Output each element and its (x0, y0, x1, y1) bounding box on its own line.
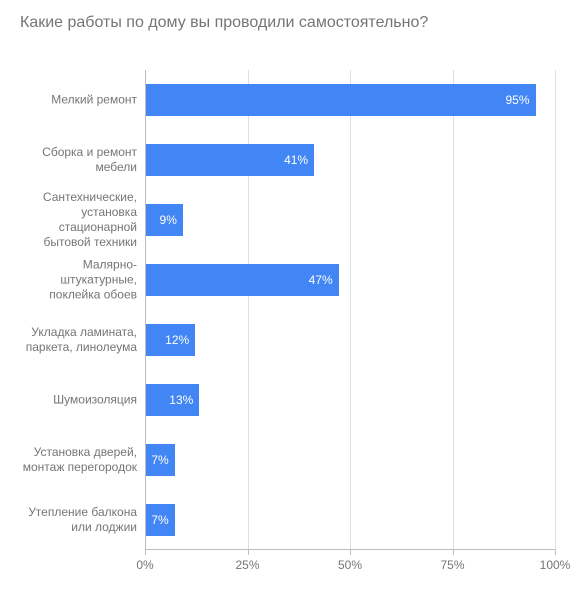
bar: 7% (146, 444, 175, 476)
x-tick-label: 0% (136, 558, 153, 572)
category-label: Сантехнические, установка стационарной б… (22, 190, 137, 250)
chart-container: Какие работы по дому вы проводили самост… (0, 0, 576, 600)
bar-value-label: 12% (165, 333, 195, 347)
x-tick-mark (453, 550, 454, 555)
category-label: Мелкий ремонт (22, 93, 137, 108)
bar-value-label: 9% (160, 213, 183, 227)
category-label: Шумоизоляция (22, 393, 137, 408)
chart-title: Какие работы по дому вы проводили самост… (20, 14, 428, 32)
plot-area: 0%25%50%75%100%95%Мелкий ремонт41%Сборка… (145, 70, 555, 550)
bar-value-label: 41% (284, 153, 314, 167)
bar-value-label: 13% (169, 393, 199, 407)
x-tick-label: 100% (540, 558, 571, 572)
x-tick-mark (555, 550, 556, 555)
x-tick-mark (145, 550, 146, 555)
bar-value-label: 7% (151, 513, 174, 527)
category-label: Укладка ламината, паркета, линолеума (22, 325, 137, 355)
bar: 12% (146, 324, 195, 356)
grid-line (453, 70, 454, 550)
bar: 13% (146, 384, 199, 416)
bar-fill (146, 84, 536, 116)
category-label: Сборка и ремонт мебели (22, 145, 137, 175)
grid-line (350, 70, 351, 550)
bar: 7% (146, 504, 175, 536)
bar: 47% (146, 264, 339, 296)
bar-value-label: 47% (309, 273, 339, 287)
category-label: Установка дверей, монтаж перегородок (22, 445, 137, 475)
bar-value-label: 7% (151, 453, 174, 467)
x-tick-mark (248, 550, 249, 555)
y-axis-line (145, 70, 146, 550)
x-axis-line (145, 549, 555, 550)
bar-value-label: 95% (505, 93, 535, 107)
x-tick-label: 50% (338, 558, 362, 572)
x-tick-label: 25% (235, 558, 259, 572)
x-tick-label: 75% (440, 558, 464, 572)
x-tick-mark (350, 550, 351, 555)
bar: 95% (146, 84, 536, 116)
category-label: Утепление балкона или лоджии (22, 505, 137, 535)
bar: 41% (146, 144, 314, 176)
category-label: Малярно-штукатурные, поклейка обоев (22, 258, 137, 303)
bar: 9% (146, 204, 183, 236)
grid-line (555, 70, 556, 550)
grid-line (248, 70, 249, 550)
